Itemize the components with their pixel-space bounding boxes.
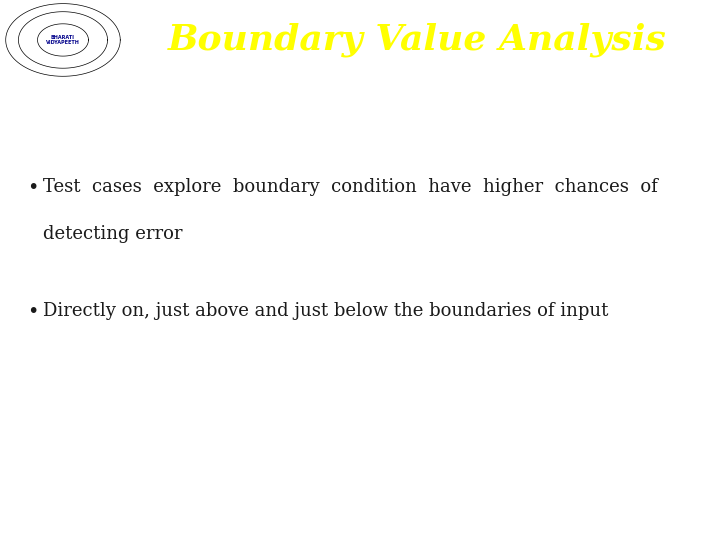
- Text: •: •: [27, 302, 39, 321]
- Text: Boundary Value Analysis: Boundary Value Analysis: [168, 23, 667, 57]
- Text: © Bharati Vidyapeeth's Institute of Computer Applications and Management, New De: © Bharati Vidyapeeth's Institute of Comp…: [9, 516, 469, 525]
- Text: BHARATI
VIDYAPEETH: BHARATI VIDYAPEETH: [46, 35, 80, 45]
- Text: detecting error: detecting error: [43, 225, 183, 244]
- Text: Test  cases  explore  boundary  condition  have  higher  chances  of: Test cases explore boundary condition ha…: [43, 178, 658, 195]
- Text: •: •: [27, 178, 39, 197]
- Text: 16 16: 16 16: [688, 510, 709, 519]
- Text: Directly on, just above and just below the boundaries of input: Directly on, just above and just below t…: [43, 302, 608, 320]
- Text: 4.: 4.: [701, 526, 708, 535]
